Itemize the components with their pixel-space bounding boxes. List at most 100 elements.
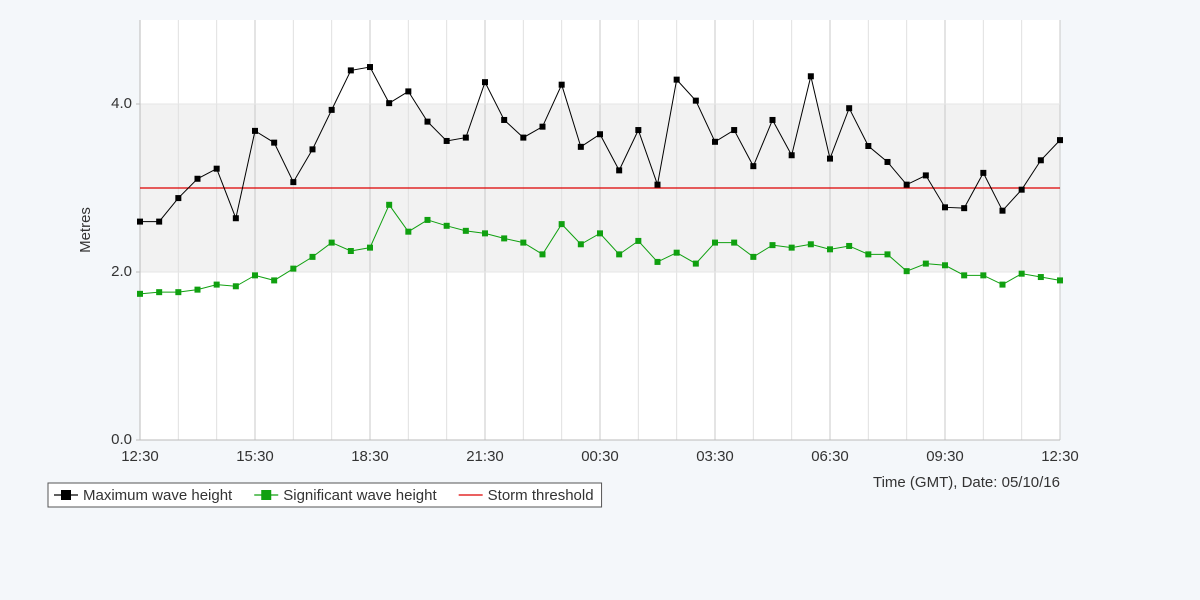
data-point (750, 253, 757, 260)
data-point (577, 241, 584, 248)
data-point (616, 167, 623, 174)
legend: Maximum wave height Significant wave heig… (47, 482, 603, 508)
data-point (865, 143, 872, 149)
data-point (788, 152, 795, 159)
data-point (520, 134, 527, 141)
data-point (424, 118, 431, 125)
data-point (712, 239, 718, 246)
data-point (942, 204, 948, 211)
data-point (980, 272, 987, 279)
data-point (194, 286, 201, 293)
x-tick-label: 12:30 (1041, 448, 1079, 465)
data-point (827, 155, 833, 162)
x-tick-label: 09:30 (926, 448, 964, 465)
data-point (290, 265, 297, 272)
x-tick-label: 15:30 (236, 448, 274, 465)
data-point (539, 123, 546, 130)
data-point (750, 163, 757, 170)
data-point (654, 258, 661, 265)
data-point (597, 230, 603, 237)
x-tick-label: 06:30 (811, 448, 849, 465)
data-point (482, 230, 488, 237)
data-point (175, 289, 182, 296)
data-point (443, 137, 450, 144)
data-point (999, 281, 1006, 288)
data-point (961, 205, 968, 212)
data-point (501, 235, 508, 242)
data-point (635, 127, 642, 134)
data-point (539, 251, 546, 258)
x-tick-label: 00:30 (581, 448, 619, 465)
data-point (290, 179, 297, 186)
data-point (597, 131, 603, 138)
legend-box (47, 482, 603, 508)
data-point (175, 195, 182, 202)
data-point (309, 253, 316, 260)
legend-label: Significant wave height (283, 487, 437, 504)
data-point (769, 242, 776, 249)
data-point (252, 127, 258, 134)
data-point (213, 281, 220, 288)
data-point (865, 251, 872, 258)
data-point (501, 116, 508, 123)
data-point (884, 251, 891, 258)
data-point (1018, 270, 1025, 277)
data-point (577, 143, 584, 150)
data-point (961, 272, 968, 279)
data-point (731, 127, 738, 134)
data-point (654, 181, 661, 188)
data-point (405, 228, 412, 235)
data-point (347, 248, 354, 254)
data-point (616, 251, 623, 258)
data-point (692, 97, 699, 104)
data-point (788, 244, 795, 251)
data-point (942, 262, 948, 269)
data-point (462, 227, 469, 234)
data-point (731, 239, 738, 246)
data-point (1057, 277, 1063, 284)
data-point (903, 181, 910, 188)
legend-label: Maximum wave height (83, 487, 233, 504)
data-point (156, 218, 163, 225)
data-point (673, 76, 680, 83)
data-point (137, 290, 143, 297)
legend-marker (61, 490, 71, 500)
data-point (1057, 137, 1063, 144)
data-point (846, 105, 853, 112)
data-point (807, 241, 814, 248)
data-point (367, 64, 373, 71)
data-point (884, 158, 891, 165)
data-point (1037, 157, 1044, 164)
data-point (271, 139, 278, 146)
data-point (520, 239, 527, 246)
data-point (309, 146, 316, 153)
data-point (328, 239, 335, 246)
data-point (692, 260, 699, 267)
data-point (232, 283, 239, 290)
x-tick-label: 18:30 (351, 448, 389, 465)
legend-marker (261, 490, 272, 500)
data-point (807, 73, 814, 80)
data-point (673, 249, 680, 256)
x-tick-label: 12:30 (121, 448, 159, 465)
data-point (462, 134, 469, 141)
data-point (213, 165, 220, 172)
x-tick-label: 21:30 (466, 448, 504, 465)
data-point (347, 67, 354, 74)
data-point (827, 246, 833, 253)
y-tick-label: 4.0 (111, 95, 132, 112)
y-tick-label: 2.0 (111, 263, 132, 280)
x-tick-label: 03:30 (696, 448, 734, 465)
data-point (424, 216, 431, 223)
data-point (232, 215, 239, 222)
data-point (980, 169, 987, 176)
data-point (367, 244, 373, 251)
y-tick-label: 0.0 (111, 431, 132, 448)
data-point (558, 81, 565, 88)
data-point (635, 237, 642, 244)
data-point (405, 88, 412, 95)
data-point (194, 175, 201, 182)
data-point (1037, 274, 1044, 281)
data-point (922, 172, 929, 179)
